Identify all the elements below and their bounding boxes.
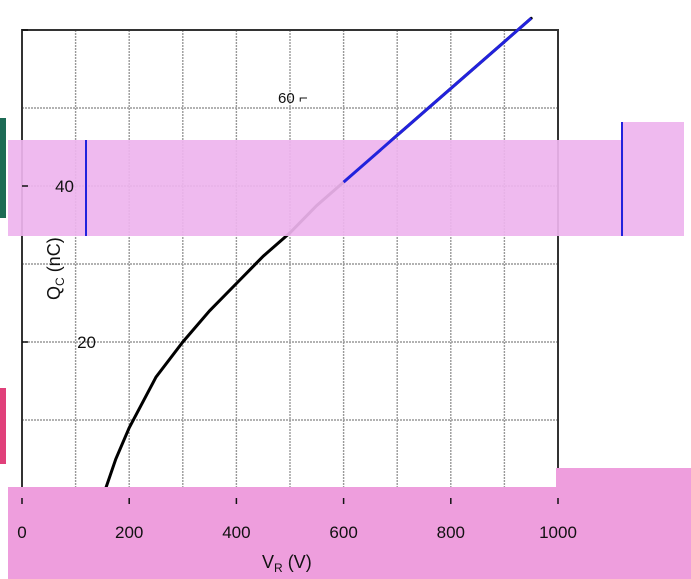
x-tick-label: 1000 <box>539 523 577 542</box>
x-tick-label: 0 <box>17 523 26 542</box>
y-axis-title: QC (nC) <box>44 237 67 300</box>
annotation-60: 60 ⌐ <box>278 90 308 107</box>
annotations: 60 ⌐ <box>278 90 308 107</box>
series-line <box>100 16 533 500</box>
y-tick-label: 40 <box>55 177 74 196</box>
overlay-layer <box>0 17 691 579</box>
x-tick-label: 600 <box>329 523 357 542</box>
edge-mark-left <box>0 388 6 464</box>
series-layer <box>100 16 533 500</box>
edge-mark-left-upper <box>0 118 6 218</box>
x-tick-label: 400 <box>222 523 250 542</box>
overlay-band-bottom-right <box>556 468 691 579</box>
x-axis-title: VR (V) <box>262 552 312 575</box>
x-tick-label: 800 <box>437 523 465 542</box>
overlay-band-upper <box>8 140 624 236</box>
y-tick-label: 20 <box>77 333 96 352</box>
overlay-band-bottom <box>8 487 558 579</box>
x-tick-label: 200 <box>115 523 143 542</box>
overlay-band-right <box>622 122 684 236</box>
x-axis: 0 200 400 600 800 1000 <box>17 498 577 542</box>
series-line-highlight <box>342 17 533 184</box>
axis-labels: VR (V) QC (nC) <box>44 237 312 575</box>
